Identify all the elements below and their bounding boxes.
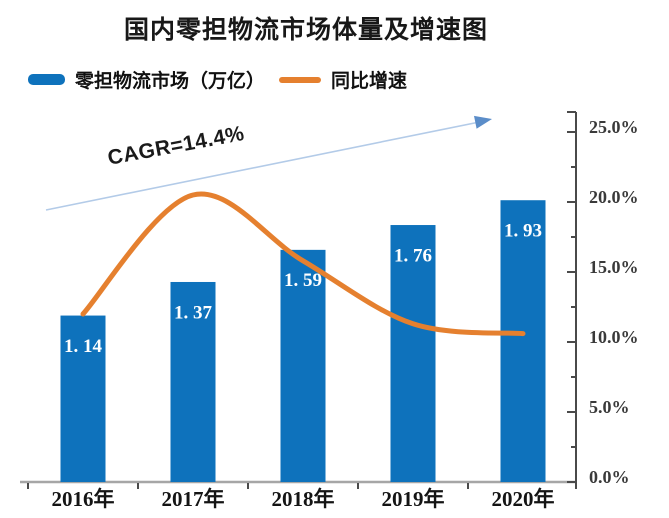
legend-item-bar-series: 零担物流市场（万亿） <box>28 66 265 93</box>
bar <box>170 281 216 482</box>
legend: 零担物流市场（万亿） 同比增速 <box>28 66 407 93</box>
bar <box>390 225 436 483</box>
bar <box>500 200 546 482</box>
legend-item-line-series: 同比增速 <box>279 66 407 93</box>
x-axis-label: 2017年 <box>162 487 225 511</box>
y-axis-label: 10.0% <box>589 327 639 347</box>
bar-series-swatch-icon <box>28 74 65 85</box>
cagr-trend-arrow-head-icon <box>474 115 492 129</box>
bar-series-label: 零担物流市场（万亿） <box>75 71 266 92</box>
y-axis-label: 0.0% <box>589 467 630 487</box>
chart-title: 国内零担物流市场体量及增速图 <box>123 17 488 44</box>
x-axis-label: 2018年 <box>272 487 335 511</box>
y-axis-label: 5.0% <box>589 397 630 417</box>
line-series-label: 同比增速 <box>331 71 408 92</box>
bar-value-label: 1. 76 <box>394 245 432 266</box>
growth-line <box>80 191 526 337</box>
line-series-swatch-icon <box>279 76 322 83</box>
y-axis-label: 15.0% <box>589 257 639 277</box>
y-axis-label: 20.0% <box>589 187 639 207</box>
x-axis-label: 2020年 <box>492 487 555 511</box>
x-axis-label: 2019年 <box>382 487 445 511</box>
y-axis-label: 25.0% <box>589 117 639 137</box>
x-axis-label: 2016年 <box>52 487 115 511</box>
bar-value-label: 1. 93 <box>504 221 542 242</box>
bar-value-label: 1. 59 <box>284 270 322 291</box>
bar <box>60 315 106 482</box>
bar-value-label: 1. 37 <box>174 302 213 323</box>
cagr-trend-arrow-line <box>45 121 478 211</box>
bar-value-label: 1. 14 <box>64 336 103 357</box>
bar <box>280 249 326 482</box>
